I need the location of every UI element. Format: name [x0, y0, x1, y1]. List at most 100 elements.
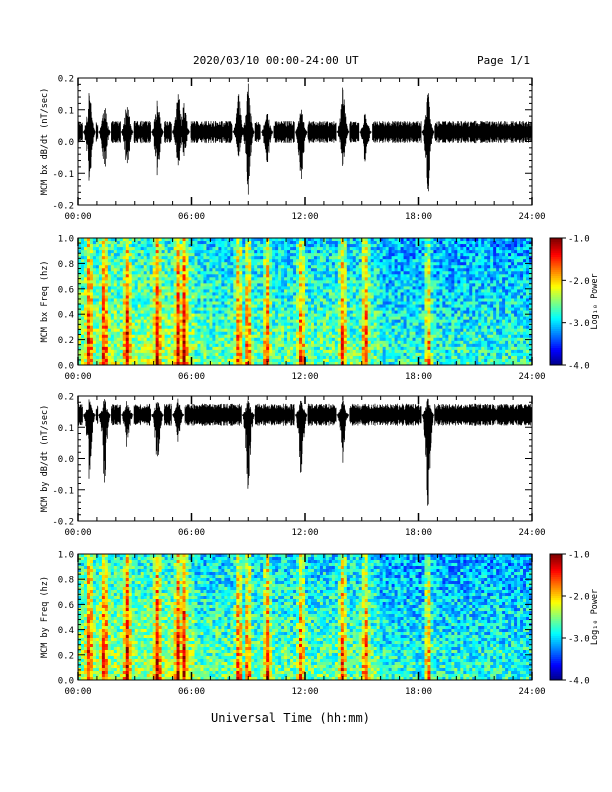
spectrogram-cell [152, 247, 157, 251]
spectrogram-cell [152, 322, 157, 327]
spectrogram-cell [95, 331, 100, 336]
spectrogram-cell [107, 265, 112, 269]
spectrogram-cell [131, 313, 136, 318]
spectrogram-cell [98, 241, 103, 245]
spectrogram-cell [107, 325, 112, 330]
spectrogram-cell [119, 256, 124, 260]
spectrogram-cell [89, 313, 94, 318]
spectrogram-cell [125, 325, 130, 330]
spectrogram-cell [143, 310, 148, 314]
spectrogram-cell [122, 262, 127, 266]
spectrogram-cell [78, 244, 82, 248]
spectrogram-cell [149, 361, 154, 366]
spectrogram-cell [95, 262, 100, 266]
spectrogram-cell [98, 325, 103, 330]
spectrogram-cell [125, 271, 130, 275]
spectrogram-cell [95, 277, 100, 281]
spectrogram-cell [92, 295, 97, 299]
spectrogram-cell [86, 334, 91, 339]
spectrogram-cell [80, 307, 85, 311]
spectrogram-cell [155, 313, 160, 318]
spectrogram-cell [134, 361, 139, 366]
spectrogram-cell [104, 361, 109, 366]
spectrogram-cell [152, 304, 157, 308]
spectrogram-cell [116, 313, 121, 318]
spectrogram-cell [110, 280, 115, 284]
spectrogram-cell [134, 328, 139, 333]
spectrogram-cell [110, 292, 115, 296]
spectrogram-cell [146, 280, 151, 284]
spectrogram-cell [122, 328, 127, 333]
spectrogram-cell [119, 244, 124, 248]
spectrogram-cell [137, 310, 142, 314]
spectrogram-cell [134, 301, 139, 305]
spectrogram-cell [101, 307, 106, 311]
spectrogram-cell [80, 286, 85, 290]
spectrogram-cell [110, 361, 115, 366]
spectrogram-cell [155, 241, 160, 245]
spectrogram-cell [140, 247, 145, 251]
spectrogram-cell [155, 283, 160, 287]
spectrogram-cell [104, 328, 109, 333]
spectrogram-cell [137, 241, 142, 245]
spectrogram-cell [113, 340, 118, 345]
spectrogram-cell [92, 289, 97, 293]
spectrogram-cell [152, 349, 157, 354]
spectrogram-cell [137, 253, 142, 257]
spectrogram-cell [89, 334, 94, 339]
spectrogram-cell [101, 274, 106, 278]
spectrogram-cell [78, 361, 82, 366]
spectrogram-cell [86, 313, 91, 318]
spectrogram-cell [140, 349, 145, 354]
spectrogram-cell [92, 283, 97, 287]
spectrogram-cell [149, 292, 154, 296]
spectrogram-cell [149, 268, 154, 272]
spectrogram-cell [134, 349, 139, 354]
spectrogram-cell [149, 316, 154, 321]
spectrogram-cell [89, 319, 94, 324]
spectrogram-cell [119, 304, 124, 308]
spectrogram-cell [119, 247, 124, 251]
spectrogram-cell [122, 259, 127, 263]
spectrogram-cell [137, 358, 142, 363]
spectrogram-cell [104, 280, 109, 284]
spectrogram-cell [89, 328, 94, 333]
spectrogram-cell [146, 292, 151, 296]
spectrogram-cell [152, 238, 157, 242]
spectrogram-cell [92, 280, 97, 284]
spectrogram-cell [134, 295, 139, 299]
spectrogram-cell [113, 331, 118, 336]
spectrogram-cell [110, 340, 115, 345]
spectrogram-cell [146, 307, 151, 311]
spectrogram-cell [110, 352, 115, 357]
spectrogram-cell [113, 256, 118, 260]
spectrogram-cell [89, 304, 94, 308]
spectrogram-cell [146, 334, 151, 339]
spectrogram-cell [131, 268, 136, 272]
spectrogram-cell [113, 355, 118, 360]
spectrogram-cell [125, 355, 130, 360]
spectrogram-cell [125, 346, 130, 351]
spectrogram-cell [98, 343, 103, 348]
spectrogram-cell [143, 331, 148, 336]
spectrogram-cell [80, 256, 85, 260]
spectrogram-cell [89, 337, 94, 342]
spectrogram-cell [128, 280, 133, 284]
spectrogram-cell [92, 340, 97, 345]
spectrogram-cell [140, 271, 145, 275]
spectrogram-cell [101, 268, 106, 272]
spectrogram-cell [86, 283, 91, 287]
spectrogram-cell [92, 307, 97, 311]
spectrogram-cell [143, 346, 148, 351]
spectrogram-cell [119, 265, 124, 269]
spectrogram-cell [152, 325, 157, 330]
spectrogram-cell [125, 358, 130, 363]
spectrogram-cell [107, 268, 112, 272]
spectrogram-cell [143, 307, 148, 311]
spectrogram-cell [98, 247, 103, 251]
spectrogram-cell [89, 292, 94, 296]
spectrogram-cell [95, 274, 100, 278]
spectrogram-cell [80, 301, 85, 305]
spectrogram-cell [140, 343, 145, 348]
